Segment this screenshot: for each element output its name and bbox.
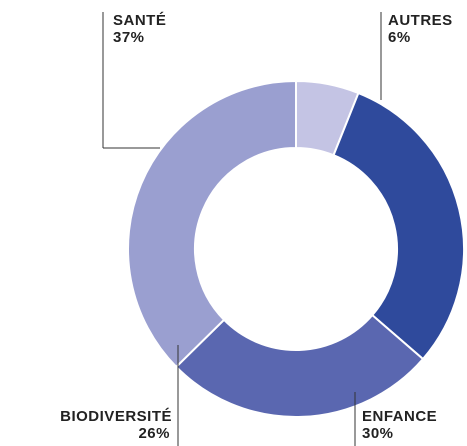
slice-value: 30% bbox=[362, 425, 394, 442]
slice bbox=[332, 91, 465, 361]
slice bbox=[127, 79, 297, 369]
slice-value: 26% bbox=[138, 425, 170, 442]
slice-label: AUTRES bbox=[388, 12, 453, 29]
slice-value: 37% bbox=[113, 29, 145, 46]
slice-value: 6% bbox=[388, 29, 411, 46]
slice bbox=[174, 313, 425, 418]
slice-label: BIODIVERSITÉ bbox=[60, 408, 172, 425]
slice-label: ENFANCE bbox=[362, 408, 437, 425]
slice-label: SANTÉ bbox=[113, 12, 166, 29]
